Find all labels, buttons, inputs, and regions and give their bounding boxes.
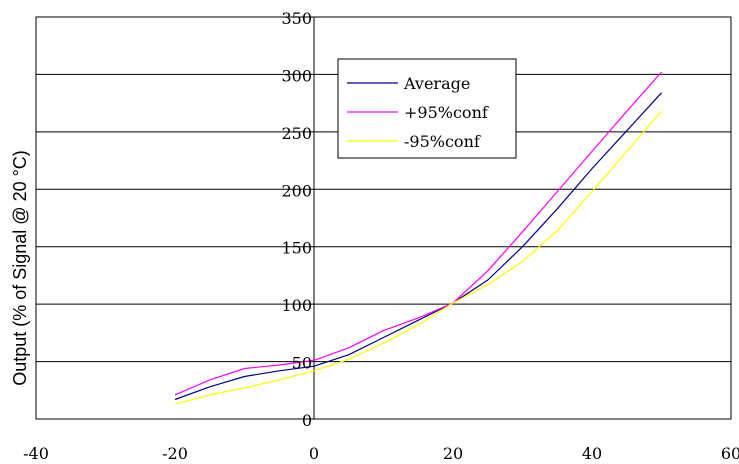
y-tick-label: 150 [281,239,312,258]
legend-label: -95%conf [404,132,481,151]
y-tick-label: 100 [281,296,312,315]
legend-label: +95%conf [404,103,489,122]
y-tick-label: 250 [281,124,312,143]
x-tick-label: 0 [309,444,319,463]
axes [35,16,732,420]
y-tick-label: 50 [292,354,312,373]
series-line-0 [174,92,662,401]
legend-label: Average [403,74,470,93]
y-axis-label: Output (% of Signal @ 20 °C) [10,150,30,386]
series-line-1 [174,71,662,396]
x-tick-label: 60 [721,444,739,463]
x-tick-label: -20 [162,444,188,463]
x-tick-label: 40 [582,444,602,463]
y-tick-label: 350 [281,9,312,28]
tick-labels: 0 50 100 150 200 250 300 350 -40 -20 0 20 40 60 [23,9,739,463]
x-tick-label: -40 [23,444,49,463]
plot-frame [35,16,732,420]
y-tick-label: 200 [281,181,312,200]
series-line-2 [174,110,662,405]
series-lines [174,71,662,405]
legend: Average +95%conf -95%conf [337,58,517,159]
x-tick-label: 20 [443,444,463,463]
y-tick-label: 0 [302,411,312,430]
y-tick-label: 300 [281,66,312,85]
